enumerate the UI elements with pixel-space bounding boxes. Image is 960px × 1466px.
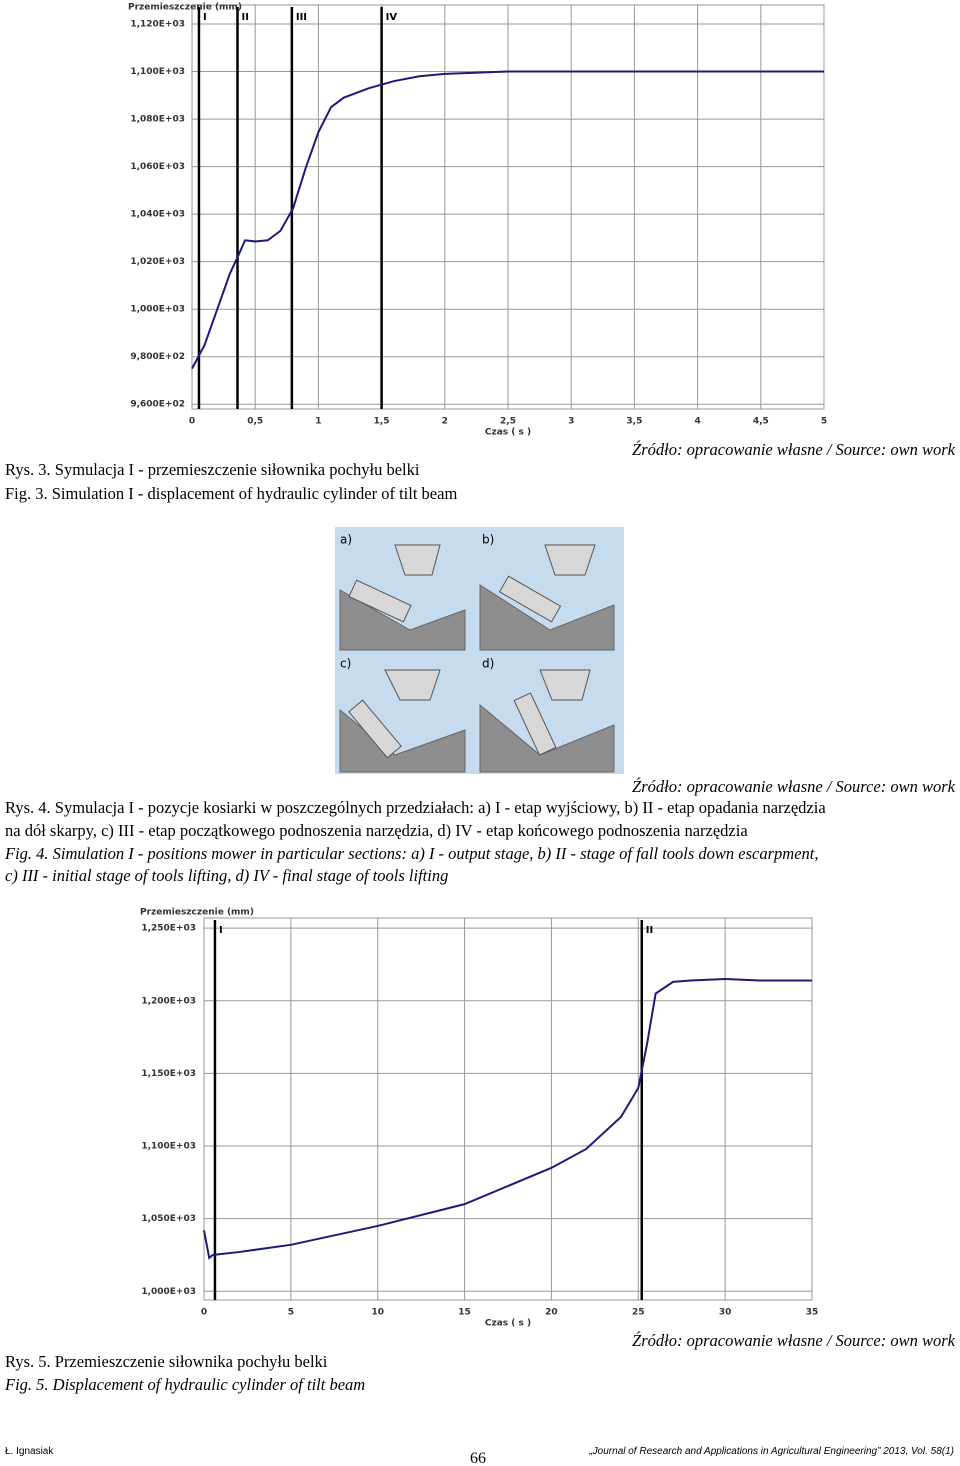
data-line <box>203 978 812 1260</box>
x-tick-label: 20 <box>545 1308 558 1318</box>
x-tick-label: 0,5 <box>247 417 263 427</box>
y-tick-label: 1,250E+03 <box>141 924 196 934</box>
y-tick-label: 9,600E+02 <box>130 400 185 410</box>
y-tick-label: 1,060E+03 <box>130 162 185 172</box>
x-tick-label: 3 <box>568 417 574 427</box>
stage-label: III <box>296 12 307 23</box>
y-tick-label: 9,800E+02 <box>130 352 185 362</box>
footer-author: Ł. Ignasiak <box>5 1446 54 1457</box>
x-tick-label: 1 <box>315 417 321 427</box>
x-tick-label: 5 <box>821 417 827 427</box>
page-number: 66 <box>470 1450 486 1466</box>
x-tick-label: 0 <box>201 1308 207 1318</box>
x-tick-label: 0 <box>189 417 195 427</box>
data-line <box>191 70 824 370</box>
y-tick-label: 1,100E+03 <box>130 67 185 77</box>
x-tick-label: 3,5 <box>626 417 642 427</box>
x-tick-label: 2 <box>442 417 448 427</box>
y-tick-label: 1,150E+03 <box>141 1069 196 1079</box>
x-tick-label: 30 <box>719 1308 732 1318</box>
x-tick-label: 2,5 <box>500 417 516 427</box>
y-tick-label: 1,000E+03 <box>141 1287 196 1297</box>
x-tick-label: 4 <box>694 417 700 427</box>
x-tick-label: 10 <box>371 1308 384 1318</box>
source: Źródło: opracowanie własne / Source: own… <box>632 440 955 459</box>
x-tick-label: 5 <box>288 1308 294 1318</box>
caption: Fig. 5. Displacement of hydraulic cylind… <box>5 1375 366 1394</box>
y-tick-label: 1,100E+03 <box>141 1142 196 1152</box>
y-tick-label: 1,050E+03 <box>141 1214 196 1224</box>
caption: Rys. 3. Symulacja I - przemieszczenie si… <box>5 460 420 479</box>
x-tick-label: 4,5 <box>753 417 769 427</box>
stage-label: II <box>646 925 653 936</box>
stage-label: I <box>203 12 207 23</box>
caption: Fig. 4. Simulation I - positions mower i… <box>5 844 819 863</box>
caption: Rys. 4. Symulacja I - pozycje kosiarki w… <box>5 798 826 817</box>
stage-label: I <box>219 925 223 936</box>
y-axis-title: Przemieszczenie (mm) <box>128 3 242 13</box>
x-axis-title: Czas ( s ) <box>485 428 531 438</box>
x-axis-title: Czas ( s ) <box>485 1319 531 1329</box>
footer-journal: „Journal of Research and Applications in… <box>589 1446 954 1457</box>
x-tick-label: 15 <box>458 1308 471 1318</box>
x-tick-label: 1,5 <box>374 417 390 427</box>
y-tick-label: 1,080E+03 <box>130 115 185 125</box>
x-tick-label: 35 <box>806 1308 819 1318</box>
caption: Fig. 3. Simulation I - displacement of h… <box>5 484 458 503</box>
source: Źródło: opracowanie własne / Source: own… <box>632 1331 955 1350</box>
plot-area <box>203 917 813 1301</box>
source: Źródło: opracowanie własne / Source: own… <box>632 777 955 796</box>
y-tick-label: 1,200E+03 <box>141 996 196 1006</box>
y-tick-label: 1,000E+03 <box>130 305 185 315</box>
stage-label: II <box>242 12 249 23</box>
stage-label: IV <box>386 12 398 23</box>
y-axis-title: Przemieszczenie (mm) <box>140 908 254 918</box>
caption: na dół skarpy, c) III - etap początkoweg… <box>5 821 748 840</box>
x-tick-label: 25 <box>632 1308 645 1318</box>
y-tick-label: 1,020E+03 <box>130 257 185 267</box>
caption: Rys. 5. Przemieszczenie siłownika pochył… <box>5 1352 328 1371</box>
caption: c) III - initial stage of tools lifting,… <box>5 866 449 885</box>
y-tick-label: 1,040E+03 <box>130 210 185 220</box>
y-tick-label: 1,120E+03 <box>130 20 185 30</box>
